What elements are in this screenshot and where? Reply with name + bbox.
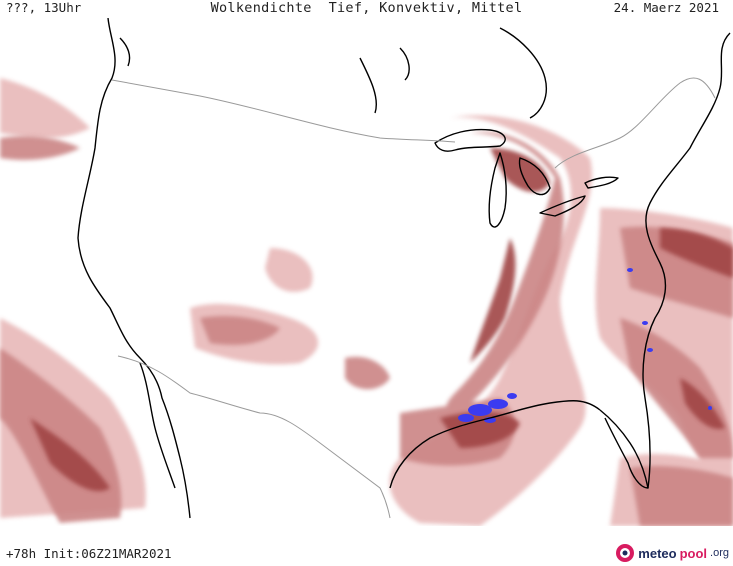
- meteopool-logo[interactable]: meteo pool .org: [615, 542, 729, 564]
- brand-part1: meteo: [638, 546, 676, 561]
- brand-part3: .org: [710, 547, 729, 559]
- us-canada-border: [112, 78, 715, 168]
- model-run-info: +78h Init:06Z21MAR2021: [6, 546, 172, 561]
- canadian-bays: [120, 28, 546, 118]
- cloud-density-map: [0, 18, 733, 526]
- great-lake-michigan: [489, 153, 506, 227]
- meteopool-icon: [615, 543, 635, 563]
- forecast-date: 24. Maerz 2021: [614, 0, 719, 18]
- brand-part2: pool: [680, 546, 707, 561]
